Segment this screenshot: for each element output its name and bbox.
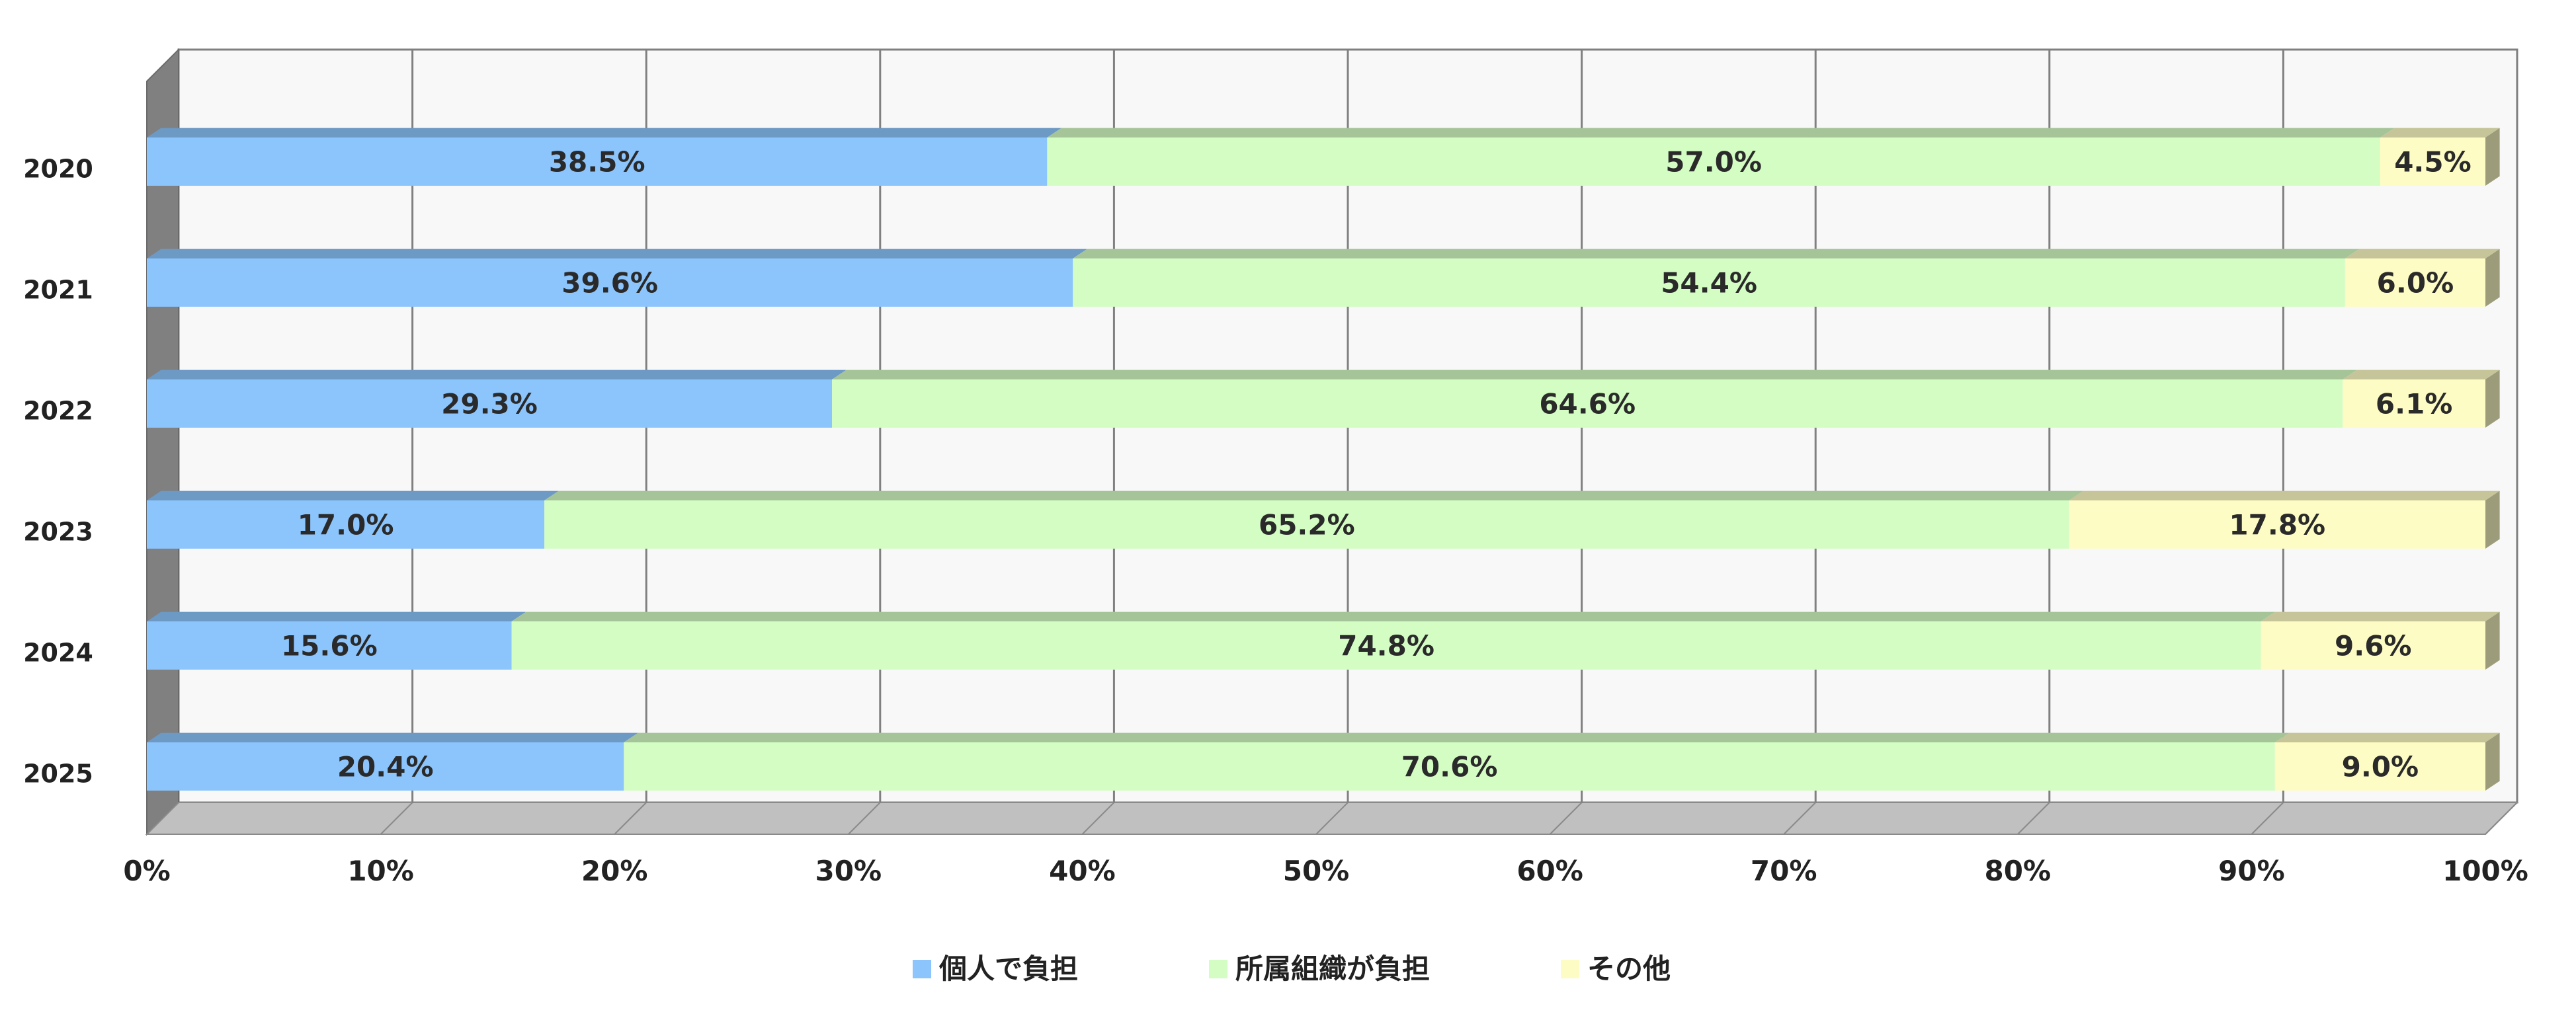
bar bbox=[147, 742, 624, 791]
data-label: 39.6% bbox=[561, 267, 658, 299]
bar-top bbox=[624, 732, 2290, 742]
bar bbox=[544, 500, 2069, 549]
x-tick-label: 10% bbox=[347, 855, 414, 887]
category-label: 2025 bbox=[23, 760, 93, 789]
category-label: 2021 bbox=[23, 276, 93, 305]
floor-gridline bbox=[1315, 802, 1349, 835]
bar bbox=[147, 621, 512, 670]
data-label: 54.4% bbox=[1661, 267, 1757, 299]
category-label: 2022 bbox=[23, 397, 93, 426]
bar-top bbox=[511, 611, 2276, 621]
bar bbox=[1073, 258, 2345, 307]
bar bbox=[2274, 742, 2485, 791]
bar-end bbox=[2485, 611, 2500, 670]
bar-end bbox=[2485, 370, 2500, 428]
bar-end bbox=[2485, 249, 2500, 307]
bars bbox=[147, 128, 2500, 791]
data-label: 15.6% bbox=[281, 630, 378, 662]
bar bbox=[147, 258, 1073, 307]
x-tick-label: 20% bbox=[581, 855, 648, 887]
x-tick-label: 30% bbox=[815, 855, 882, 887]
data-label: 57.0% bbox=[1665, 146, 1762, 178]
bar-top bbox=[147, 490, 559, 500]
x-tick-label: 40% bbox=[1049, 855, 1116, 887]
bar-top bbox=[2345, 249, 2500, 258]
legend-swatch bbox=[1209, 960, 1227, 978]
category-label: 2020 bbox=[23, 155, 93, 184]
floor-gridline bbox=[2017, 802, 2050, 835]
data-label: 17.0% bbox=[298, 509, 394, 541]
bar-top bbox=[147, 611, 526, 621]
bar-end bbox=[2485, 732, 2500, 791]
x-tick-label: 90% bbox=[2218, 855, 2285, 887]
data-label: 17.8% bbox=[2229, 509, 2325, 541]
category-label: 2023 bbox=[23, 518, 93, 547]
data-label: 74.8% bbox=[1338, 630, 1434, 662]
bar-top bbox=[832, 370, 2357, 379]
bar bbox=[147, 379, 833, 428]
bar-end bbox=[2485, 128, 2500, 186]
data-label: 38.5% bbox=[549, 146, 645, 178]
floor-gridline bbox=[1783, 802, 1816, 835]
legend-swatch bbox=[1561, 960, 1579, 978]
legend-label: その他 bbox=[1587, 953, 1671, 985]
floor-gridline bbox=[1549, 802, 1583, 835]
bar bbox=[511, 621, 2261, 670]
data-label: 70.6% bbox=[1401, 751, 1498, 783]
floor-gridline bbox=[614, 802, 647, 835]
x-tick-label: 80% bbox=[1985, 855, 2052, 887]
bar-top bbox=[147, 732, 638, 742]
floor-gridline bbox=[2251, 802, 2284, 835]
x-tick-label: 100% bbox=[2442, 855, 2528, 887]
bar-top bbox=[2261, 611, 2500, 621]
data-label: 9.6% bbox=[2335, 630, 2411, 662]
bar-top bbox=[1047, 128, 2395, 137]
x-tick-label: 50% bbox=[1283, 855, 1350, 887]
bar-top bbox=[147, 249, 1087, 258]
bar-top bbox=[1073, 249, 2360, 258]
legend-label: 個人で負担 bbox=[938, 953, 1078, 985]
bar bbox=[2069, 500, 2485, 549]
data-label: 29.3% bbox=[441, 388, 538, 420]
data-label: 9.0% bbox=[2342, 751, 2419, 783]
x-tick-label: 70% bbox=[1751, 855, 1817, 887]
data-label: 4.5% bbox=[2394, 146, 2471, 178]
bar-top bbox=[147, 128, 1061, 137]
legend-swatch bbox=[913, 960, 931, 978]
legend-label: 所属組織が負担 bbox=[1235, 953, 1430, 985]
bar bbox=[624, 742, 2275, 791]
data-labels: 38.5% 57.0% 4.5% 39.6% 54.4% 6.0% 29.3% 64.6% 6.… bbox=[281, 146, 2472, 783]
bar-top bbox=[2069, 490, 2500, 500]
floor-gridline bbox=[848, 802, 881, 835]
axes: 2020 2021 2022 2023 2024 2025 0% 10% 20% 30% 40% 50… bbox=[23, 155, 2528, 888]
data-label: 64.6% bbox=[1539, 388, 1636, 420]
bar-top bbox=[2380, 128, 2500, 137]
category-label: 2024 bbox=[23, 639, 93, 668]
bar bbox=[147, 137, 1048, 186]
floor-gridline bbox=[380, 802, 413, 835]
floor-gridline bbox=[2485, 802, 2518, 835]
bar bbox=[1047, 137, 2380, 186]
bar bbox=[2343, 379, 2485, 428]
data-label: 20.4% bbox=[337, 751, 434, 783]
bar-end bbox=[2485, 490, 2500, 549]
x-tick-label: 60% bbox=[1517, 855, 1583, 887]
bar bbox=[2380, 137, 2485, 186]
bar-top bbox=[147, 370, 847, 379]
data-label: 6.1% bbox=[2376, 388, 2452, 420]
bar-top bbox=[2274, 732, 2500, 742]
floor-gridline bbox=[1081, 802, 1115, 835]
legend: 個人で負担 所属組織が負担 その他 bbox=[913, 953, 1671, 985]
bar-top bbox=[2343, 370, 2500, 379]
data-label: 65.2% bbox=[1259, 509, 1355, 541]
bar bbox=[2261, 621, 2485, 670]
bar bbox=[832, 379, 2343, 428]
bar bbox=[147, 500, 545, 549]
floor-gridline bbox=[146, 802, 179, 835]
data-label: 6.0% bbox=[2377, 267, 2454, 299]
bar bbox=[2345, 258, 2485, 307]
x-tick-label: 0% bbox=[123, 855, 170, 887]
bar-top bbox=[544, 490, 2084, 500]
